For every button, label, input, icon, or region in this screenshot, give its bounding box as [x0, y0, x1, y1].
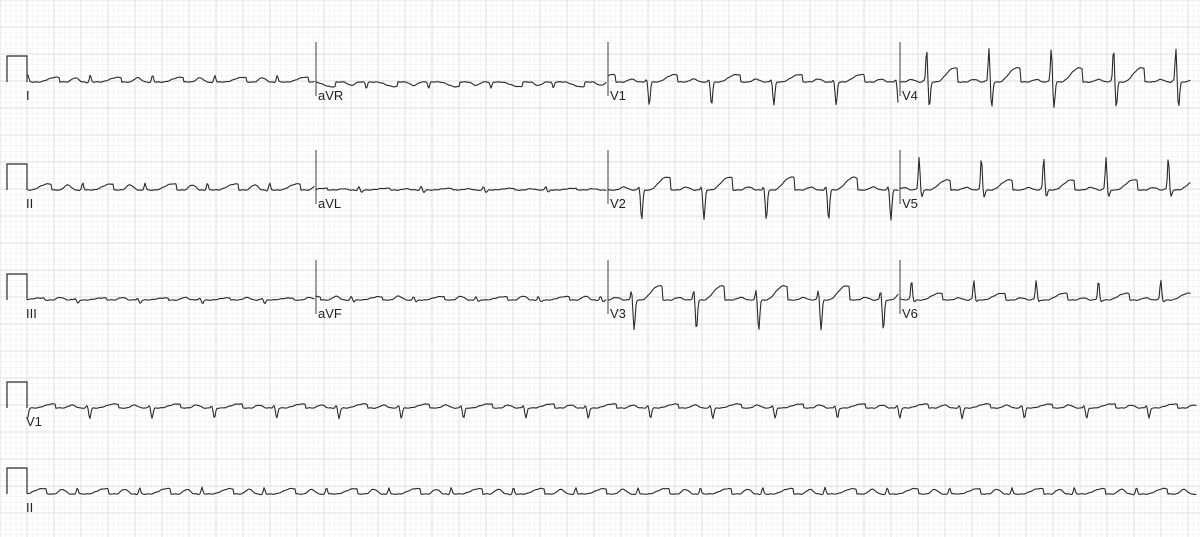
lead-label-i: I	[26, 88, 30, 103]
lead-label-iii: III	[26, 306, 37, 321]
lead-label-v4: V4	[902, 88, 918, 103]
lead-label-avl: aVL	[318, 196, 341, 211]
rhythm-label-v1: V1	[26, 414, 42, 429]
lead-label-v5: V5	[902, 196, 918, 211]
lead-label-avf: aVF	[318, 306, 342, 321]
lead-label-v2: V2	[610, 196, 626, 211]
ecg-canvas: IaVR V1 V4 II aVL V2 V5 III aVF V3 V6 V1 II	[0, 0, 1200, 537]
lead-label-avr: aVR	[318, 88, 343, 103]
lead-label-v1: V1	[610, 88, 626, 103]
lead-label-ii: II	[26, 196, 33, 211]
lead-label-v3: V3	[610, 306, 626, 321]
rhythm-label-ii: II	[26, 500, 33, 515]
lead-label-v6: V6	[902, 306, 918, 321]
